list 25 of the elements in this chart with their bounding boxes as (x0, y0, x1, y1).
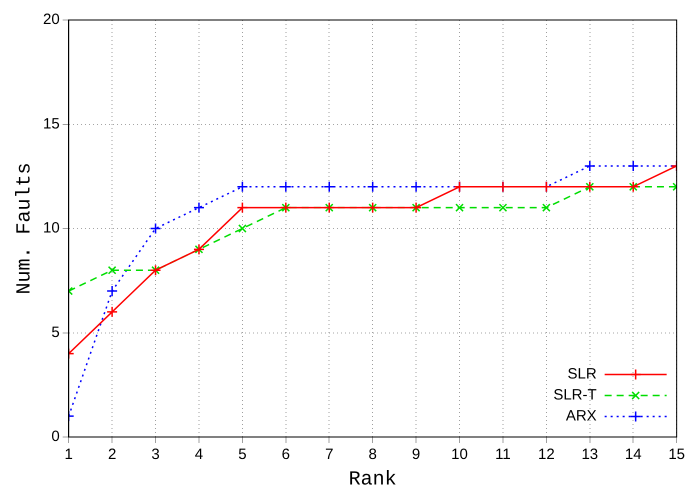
x-tick-label: 5 (238, 446, 247, 464)
x-tick-label: 10 (451, 446, 468, 464)
x-tick-label: 4 (194, 446, 204, 464)
x-tick-label: 9 (412, 446, 420, 464)
x-axis-title: Rank (348, 468, 397, 492)
x-tick-label: 11 (495, 446, 511, 464)
y-tick-label: 10 (42, 220, 60, 237)
x-tick-label: 14 (624, 446, 642, 464)
legend-label: ARX (566, 408, 597, 425)
y-axis-title: Num. Faults (13, 162, 36, 295)
legend-label: SLR (567, 366, 597, 383)
y-tick-label: 0 (51, 428, 60, 446)
y-tick-label: 5 (51, 324, 60, 341)
x-tick-label: 1 (64, 446, 73, 464)
x-tick-label: 7 (325, 446, 334, 464)
x-tick-label: 6 (282, 446, 290, 464)
x-tick-label: 15 (668, 446, 685, 464)
y-tick-label: 15 (42, 115, 60, 132)
y-tick-label: 20 (42, 11, 60, 28)
x-tick-label: 13 (581, 446, 598, 464)
x-tick-label: 12 (538, 446, 555, 464)
x-tick-label: 3 (151, 446, 160, 464)
legend-label: SLR-T (553, 386, 597, 404)
x-tick-label: 8 (368, 446, 377, 464)
x-tick-label: 2 (108, 446, 116, 464)
